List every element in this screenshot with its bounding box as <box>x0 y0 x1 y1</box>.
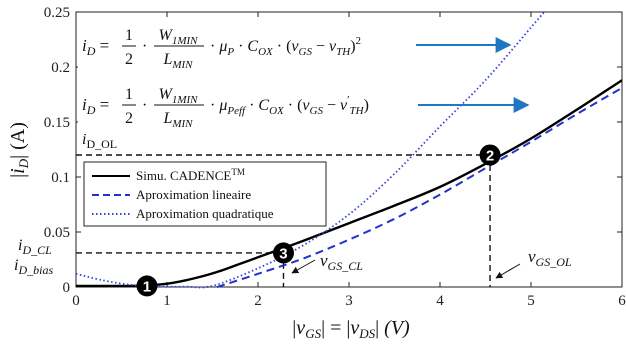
svg-text:1: 1 <box>125 27 133 44</box>
x-tick-label: 3 <box>345 293 353 309</box>
svg-text:· μP · COX · (vGS − vTH)2: · μP · COX · (vGS − vTH)2 <box>210 35 361 58</box>
legend-entry-quadratic: Aproximation quadratique <box>92 206 274 221</box>
equation-quadratic: iD = 1 2 · W1MIN LMIN · μP · COX · (vGS … <box>78 18 414 71</box>
y-tick-label: 0.25 <box>44 5 70 21</box>
y-tick-label: 0.05 <box>44 225 70 241</box>
marker-label: 2 <box>486 148 494 165</box>
x-tick-label: 5 <box>527 293 535 309</box>
y-tick-label: 0.2 <box>51 60 70 76</box>
marker-circle <box>479 144 501 166</box>
label-id-ol: iD_OL <box>82 131 117 151</box>
y-tick-label: 0 <box>63 280 71 296</box>
y-axis-ticks: 0 0.05 0.1 0.15 0.2 0.25 <box>44 5 622 296</box>
svg-text:iD =: iD = <box>82 36 109 58</box>
x-axis-title: |vGS| = |vDS| (V) <box>292 317 410 341</box>
svg-text:vGS_CL: vGS_CL <box>320 251 363 273</box>
marker-circle <box>136 275 158 297</box>
marker-3: 3 <box>272 242 294 264</box>
legend: Simu. CADENCETM Aproximation lineaire Ap… <box>83 161 327 227</box>
svg-text:·: · <box>142 97 147 114</box>
svg-text:1: 1 <box>125 86 133 103</box>
svg-text:2: 2 <box>125 110 133 127</box>
x-tick-label: 4 <box>436 293 444 309</box>
legend-entry-cadence: Simu. CADENCETM <box>92 167 245 183</box>
marker-group: 1 2 3 <box>136 144 501 297</box>
svg-text:Aproximation lineaire: Aproximation lineaire <box>136 187 251 202</box>
series-line-2 <box>216 87 623 288</box>
x-tick-label: 2 <box>254 293 262 309</box>
y-tick-label: 0.1 <box>51 170 70 186</box>
svg-text:Simu. CADENCETM: Simu. CADENCETM <box>136 167 245 183</box>
label-id-bias: iD_bias <box>14 257 53 277</box>
x-tick-label: 6 <box>618 293 626 309</box>
annotation-vgs-ol: vGS_OL <box>495 247 572 279</box>
y-tick-label: 0.15 <box>44 115 70 131</box>
y-axis-title: |iD| (A) <box>7 122 31 178</box>
marker-2: 2 <box>479 144 501 166</box>
annotation-vgs-cl: vGS_CL <box>291 251 363 274</box>
svg-text:Aproximation quadratique: Aproximation quadratique <box>136 206 274 221</box>
x-tick-label: 1 <box>163 293 171 309</box>
marker-1: 1 <box>136 275 158 297</box>
x-tick-label: 0 <box>72 293 80 309</box>
equation-linear: iD = 1 2 · W1MIN LMIN · μPeff · COX · (v… <box>78 78 414 134</box>
svg-text:·: · <box>142 38 147 55</box>
svg-text:· μPeff · COX · (vGS − v′TH): · μPeff · COX · (vGS − v′TH) <box>210 94 369 117</box>
marker-label: 1 <box>143 278 151 295</box>
svg-text:vGS_OL: vGS_OL <box>528 247 572 269</box>
legend-entry-linear: Aproximation lineaire <box>92 187 251 202</box>
label-id-cl: iD_CL <box>18 237 52 257</box>
x-axis-ticks: 0 1 2 3 4 5 6 <box>72 12 626 309</box>
marker-label: 3 <box>279 245 287 262</box>
marker-circle <box>272 242 294 264</box>
svg-text:2: 2 <box>125 51 133 68</box>
svg-text:iD =: iD = <box>82 95 109 117</box>
